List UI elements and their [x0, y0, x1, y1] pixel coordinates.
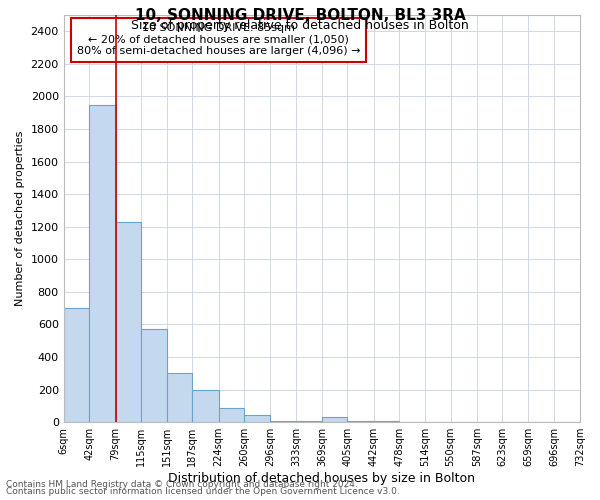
Bar	[167, 372, 193, 422]
Bar	[219, 408, 244, 422]
Bar	[374, 420, 400, 422]
Text: 10, SONNING DRIVE, BOLTON, BL3 3RA: 10, SONNING DRIVE, BOLTON, BL3 3RA	[134, 8, 466, 22]
Text: Size of property relative to detached houses in Bolton: Size of property relative to detached ho…	[131, 19, 469, 32]
Bar	[244, 415, 270, 422]
Bar	[116, 222, 141, 422]
Bar	[89, 104, 116, 422]
Bar	[322, 416, 347, 422]
Text: Contains HM Land Registry data © Crown copyright and database right 2024.: Contains HM Land Registry data © Crown c…	[6, 480, 358, 489]
Bar	[64, 308, 89, 422]
Y-axis label: Number of detached properties: Number of detached properties	[15, 131, 25, 306]
Text: Contains public sector information licensed under the Open Government Licence v3: Contains public sector information licen…	[6, 487, 400, 496]
X-axis label: Distribution of detached houses by size in Bolton: Distribution of detached houses by size …	[169, 472, 475, 485]
Bar	[270, 420, 296, 422]
Bar	[141, 328, 167, 422]
Text: 10 SONNING DRIVE: 85sqm
← 20% of detached houses are smaller (1,050)
80% of semi: 10 SONNING DRIVE: 85sqm ← 20% of detache…	[77, 23, 361, 56]
Bar	[193, 390, 219, 422]
